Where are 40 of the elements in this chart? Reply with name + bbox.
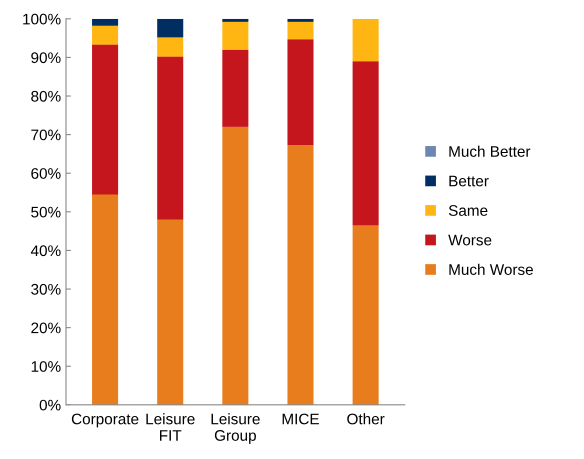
y-tick-label: 0% (40, 400, 61, 411)
legend-label: Better (449, 176, 489, 186)
bar (222, 18, 248, 22)
x-tick-label: Corporate (72, 414, 138, 428)
bar (222, 126, 248, 405)
bar (222, 22, 248, 50)
y-tick-label: 40% (30, 245, 61, 256)
bar (157, 220, 184, 405)
y-tick-label: 30% (31, 284, 61, 295)
bar (287, 18, 314, 22)
x-tick-label: MICE (282, 414, 319, 424)
x-tick-label: Leisure Group (212, 413, 260, 444)
y-tick-label: 100% (23, 14, 61, 25)
y-tick-label: 50% (31, 206, 61, 218)
bar (352, 61, 379, 226)
bar (92, 194, 118, 405)
y-tick-label: 60% (31, 168, 61, 179)
y-tick-label: 10% (32, 361, 61, 372)
bar (352, 18, 379, 62)
bar (157, 56, 184, 220)
bar (222, 50, 248, 127)
bar (157, 18, 184, 38)
y-tick-label: 20% (31, 322, 61, 334)
bar (287, 145, 314, 405)
bar (287, 22, 314, 40)
bar (157, 37, 184, 57)
y-tick-label: 80% (31, 90, 61, 102)
bar (92, 18, 118, 26)
bar (92, 26, 118, 45)
y-tick-label: 70% (31, 129, 61, 140)
x-tick-label: Leisure FIT (146, 413, 195, 441)
legend-label: Worse (448, 234, 492, 246)
legend-label: Much Better (449, 146, 530, 157)
legend-label: Same (448, 205, 488, 216)
legend-label: Much Worse (449, 264, 533, 275)
bar (287, 39, 314, 146)
x-tick-label: Other (347, 413, 384, 424)
bar (92, 44, 118, 194)
bar (352, 225, 379, 405)
y-tick-label: 90% (31, 52, 61, 64)
